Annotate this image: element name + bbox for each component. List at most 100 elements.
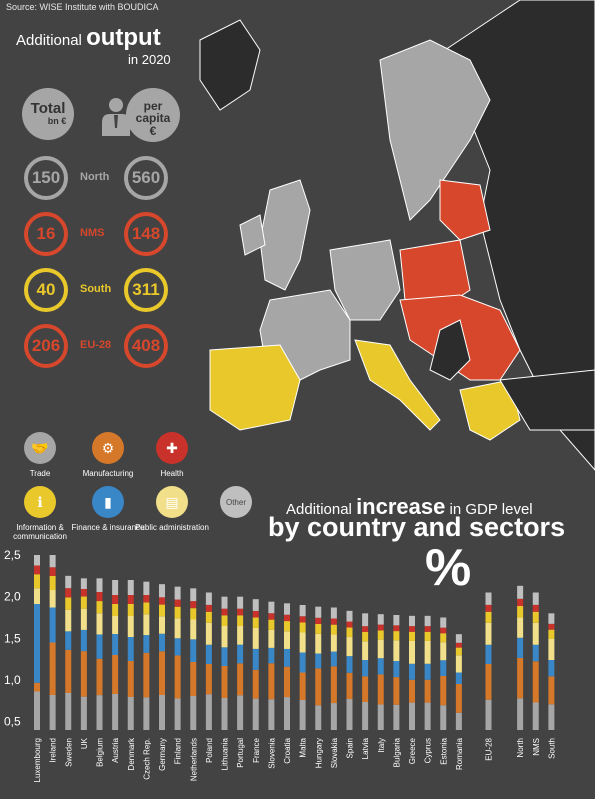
iceland-region	[199, 19, 261, 111]
bar-segment	[409, 679, 415, 703]
bar-segment	[330, 634, 337, 652]
bar-segment	[284, 631, 290, 649]
bar-segment	[440, 627, 447, 634]
bottom-title-emph: increase	[356, 494, 446, 519]
bar-segment	[127, 661, 134, 697]
bar-segment	[268, 663, 275, 700]
bar-segment	[440, 660, 447, 676]
bar-segment	[517, 617, 524, 638]
percapita-ring-nms: 148	[124, 212, 168, 256]
bar-segment	[393, 625, 400, 632]
bar-segment	[205, 622, 212, 645]
person-icon	[100, 96, 132, 136]
bar-segment	[362, 641, 369, 660]
bar-segment	[127, 616, 134, 637]
x-tick-label: Netherlands	[189, 738, 198, 781]
unit-percent: %	[425, 539, 472, 597]
bar-segment	[34, 691, 40, 730]
x-tick-label: Malta	[299, 737, 308, 757]
bar-segment	[284, 614, 290, 622]
bar-segment	[65, 609, 72, 632]
bar-segment	[409, 663, 415, 680]
bar-segment	[517, 606, 524, 618]
bar-segment	[315, 705, 322, 730]
bar-segment	[346, 672, 353, 700]
bar-segment	[440, 633, 447, 643]
bar-segment	[159, 695, 165, 730]
bar-segment	[315, 653, 322, 669]
bar-segment	[49, 607, 56, 643]
bar-segment	[346, 656, 353, 673]
bar-segment	[112, 694, 119, 730]
percapita-header-unit: €	[149, 124, 157, 138]
x-tick-label: Cyprus	[424, 738, 433, 763]
bar-segment	[174, 638, 181, 656]
bar-segment	[377, 674, 384, 705]
bar-segment	[362, 613, 369, 627]
bar-segment	[424, 615, 431, 627]
bar-segment	[517, 598, 524, 607]
bar-segment	[96, 613, 103, 635]
y-tick-label: 2,5	[4, 548, 21, 562]
top-title-year: in 2020	[128, 52, 171, 67]
x-tick-label: France	[252, 737, 261, 762]
bar-segment	[532, 644, 539, 662]
bar-segment	[268, 699, 275, 730]
bar-segment	[221, 666, 228, 698]
y-tick-label: 1,0	[4, 673, 21, 687]
bar-segment	[127, 604, 134, 616]
bar-segment	[190, 696, 197, 730]
bar-segment	[65, 649, 72, 693]
antenna-icon: ℹ	[24, 486, 56, 518]
x-tick-label: Luxembourg	[33, 738, 42, 782]
bar-segment	[362, 632, 369, 642]
bar-segment	[127, 637, 134, 661]
bar-segment	[127, 595, 134, 604]
top-title: Additional output	[16, 24, 161, 52]
bar-segment	[112, 580, 119, 595]
region-label-eu-28: EU-28	[80, 339, 112, 351]
bar-segment	[34, 555, 40, 566]
percapita-header-disc: per capita €	[126, 88, 180, 142]
bar-segment	[96, 591, 103, 602]
bar-segment	[174, 618, 181, 639]
bar-segment	[237, 695, 244, 730]
bar-segment	[455, 684, 462, 713]
bar-segment	[159, 584, 165, 598]
bar-segment	[315, 668, 322, 706]
bar-segment	[455, 655, 462, 673]
bar-segment	[221, 615, 228, 626]
bar-segment	[34, 574, 40, 589]
bar-segment	[112, 595, 119, 604]
bottom-title-line1: Additional increase in GDP level	[286, 494, 533, 520]
percapita-ring-south: 311	[124, 268, 168, 312]
x-tick-label: Italy	[377, 738, 386, 753]
x-tick-label: Sweden	[64, 738, 73, 767]
bar-segment	[190, 639, 197, 662]
bar-segment	[49, 555, 56, 568]
bar-segment	[268, 619, 275, 630]
bar-segment	[299, 605, 306, 617]
bar-segment	[346, 699, 353, 730]
bar-segment	[96, 578, 103, 592]
bar-segment	[143, 635, 150, 653]
bar-segment	[268, 601, 275, 614]
bar-segment	[49, 567, 56, 576]
legend-item-health: ✚ Health	[132, 432, 212, 478]
x-tick-label: Finland	[174, 738, 183, 764]
bar-segment	[65, 693, 72, 730]
bar-segment	[299, 700, 306, 730]
bar-segment	[346, 627, 353, 638]
legend-item-other: Other	[196, 486, 276, 523]
legend-item-finance-insurance: ▮ Finance & insurance	[68, 486, 148, 532]
bar-segment	[190, 608, 197, 620]
bar-segment	[159, 651, 165, 695]
bar-segment	[284, 621, 290, 632]
bar-segment	[49, 590, 56, 608]
bar-segment	[517, 585, 524, 599]
bar-segment	[330, 624, 337, 635]
bar-segment	[190, 601, 197, 609]
bar-segment	[252, 627, 259, 649]
bar-segment	[143, 602, 150, 615]
bar-segment	[315, 633, 322, 654]
